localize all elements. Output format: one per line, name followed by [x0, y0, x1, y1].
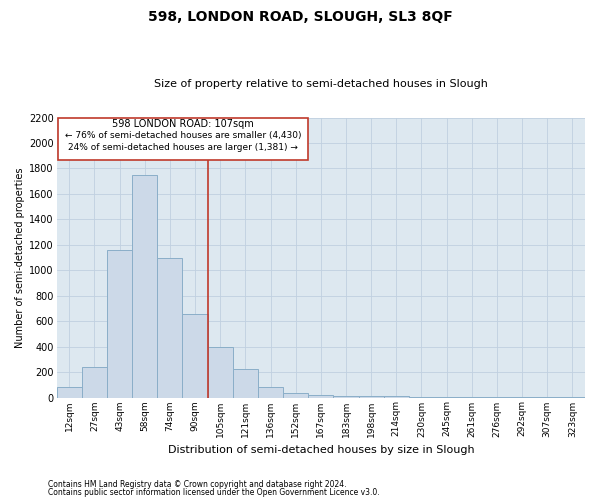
- Bar: [359, 396, 384, 398]
- Bar: [334, 396, 359, 398]
- Bar: [157, 258, 182, 398]
- Text: ← 76% of semi-detached houses are smaller (4,430): ← 76% of semi-detached houses are smalle…: [65, 132, 301, 140]
- Bar: [258, 388, 283, 398]
- Bar: [409, 397, 434, 398]
- Text: 24% of semi-detached houses are larger (1,381) →: 24% of semi-detached houses are larger (…: [68, 143, 298, 152]
- Bar: [283, 393, 308, 398]
- Bar: [384, 396, 409, 398]
- Text: 598, LONDON ROAD, SLOUGH, SL3 8QF: 598, LONDON ROAD, SLOUGH, SL3 8QF: [148, 10, 452, 24]
- Text: Contains HM Land Registry data © Crown copyright and database right 2024.: Contains HM Land Registry data © Crown c…: [48, 480, 347, 489]
- Title: Size of property relative to semi-detached houses in Slough: Size of property relative to semi-detach…: [154, 79, 488, 89]
- Text: Contains public sector information licensed under the Open Government Licence v3: Contains public sector information licen…: [48, 488, 380, 497]
- Bar: [434, 397, 459, 398]
- FancyBboxPatch shape: [58, 118, 308, 160]
- Bar: [107, 250, 132, 398]
- Text: 598 LONDON ROAD: 107sqm: 598 LONDON ROAD: 107sqm: [112, 119, 254, 129]
- Bar: [82, 367, 107, 398]
- Bar: [132, 175, 157, 398]
- Y-axis label: Number of semi-detached properties: Number of semi-detached properties: [15, 168, 25, 348]
- Bar: [208, 346, 233, 398]
- X-axis label: Distribution of semi-detached houses by size in Slough: Distribution of semi-detached houses by …: [167, 445, 474, 455]
- Bar: [308, 395, 334, 398]
- Bar: [56, 388, 82, 398]
- Bar: [182, 314, 208, 398]
- Bar: [233, 369, 258, 398]
